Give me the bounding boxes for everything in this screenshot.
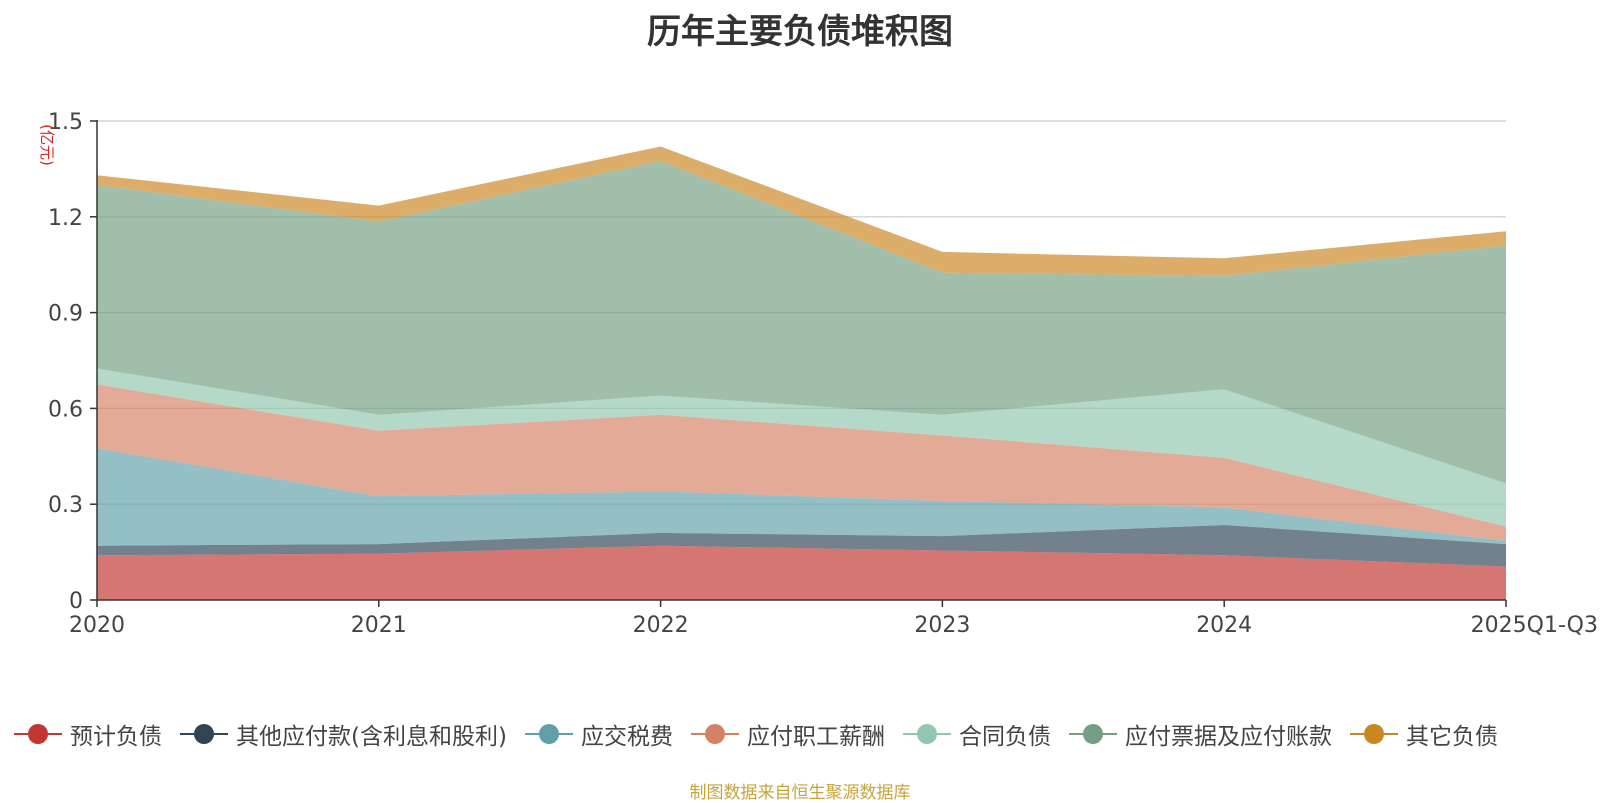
legend-item[interactable]: 其他应付款(含利息和股利) — [180, 717, 507, 751]
area-series-group — [97, 146, 1506, 600]
x-tick-label: 2023 — [914, 613, 970, 638]
legend-label: 合同负债 — [958, 724, 1051, 750]
x-tick-label: 2024 — [1196, 613, 1252, 638]
legend-item[interactable]: 预计负债 — [14, 717, 162, 751]
legend-label: 预计负债 — [70, 724, 162, 750]
legend-marker-icon — [524, 722, 573, 746]
y-tick-label: 0.6 — [48, 397, 83, 422]
legend-label: 应交税费 — [580, 724, 673, 750]
y-tick-label: 0 — [69, 589, 83, 614]
legend-marker-icon — [690, 722, 739, 746]
x-tick-label: 2022 — [633, 613, 689, 638]
legend-marker-icon — [902, 722, 951, 746]
legend-marker-icon — [1349, 722, 1398, 746]
area-series — [97, 545, 1506, 600]
legend: 预计负债 其他应付款(含利息和股利) 应交税费 应付职工薪酬 合同负债 应付票据及应付账款… — [14, 716, 1594, 752]
y-axis-unit-label: (亿元) — [38, 124, 56, 166]
stacked-area-chart: 0 0.3 0.6 0.9 1.2 1.5 2020 2021 2022 2023 2024 2025… — [38, 110, 1598, 638]
legend-item[interactable]: 其它负债 — [1349, 717, 1498, 751]
area-series — [97, 525, 1506, 567]
legend-label: 其它负债 — [1405, 724, 1498, 750]
legend-marker-icon — [14, 722, 62, 746]
legend-item[interactable]: 应付票据及应付账款 — [1068, 717, 1332, 751]
y-tick-label: 1.5 — [48, 110, 83, 135]
area-series — [97, 368, 1506, 527]
x-tick-label: 2020 — [69, 613, 125, 638]
legend-item[interactable]: 合同负债 — [902, 717, 1051, 751]
legend-item[interactable]: 应交税费 — [524, 717, 673, 751]
y-tick-label: 1.2 — [48, 206, 83, 231]
y-tick-label: 0.9 — [48, 302, 83, 327]
axes: 0 0.3 0.6 0.9 1.2 1.5 2020 2021 2022 2023 2024 2025… — [48, 110, 1598, 638]
legend-marker-icon — [180, 722, 228, 746]
legend-label: 应付职工薪酬 — [746, 724, 885, 750]
chart-title: 历年主要负债堆积图 — [647, 12, 953, 52]
legend-label: 应付票据及应付账款 — [1124, 724, 1332, 750]
legend-label: 其他应付款(含利息和股利) — [236, 724, 507, 750]
area-series — [97, 384, 1506, 541]
area-series — [97, 448, 1506, 546]
y-tick-label: 0.3 — [48, 493, 83, 518]
x-tick-label: 2025Q1-Q3 — [1471, 613, 1598, 638]
x-tick-label: 2021 — [351, 613, 407, 638]
legend-item[interactable]: 应付职工薪酬 — [690, 717, 885, 751]
data-source-note: 制图数据来自恒生聚源数据库 — [689, 783, 911, 803]
legend-marker-icon — [1068, 722, 1117, 746]
area-series — [97, 160, 1506, 484]
area-series — [97, 146, 1506, 276]
